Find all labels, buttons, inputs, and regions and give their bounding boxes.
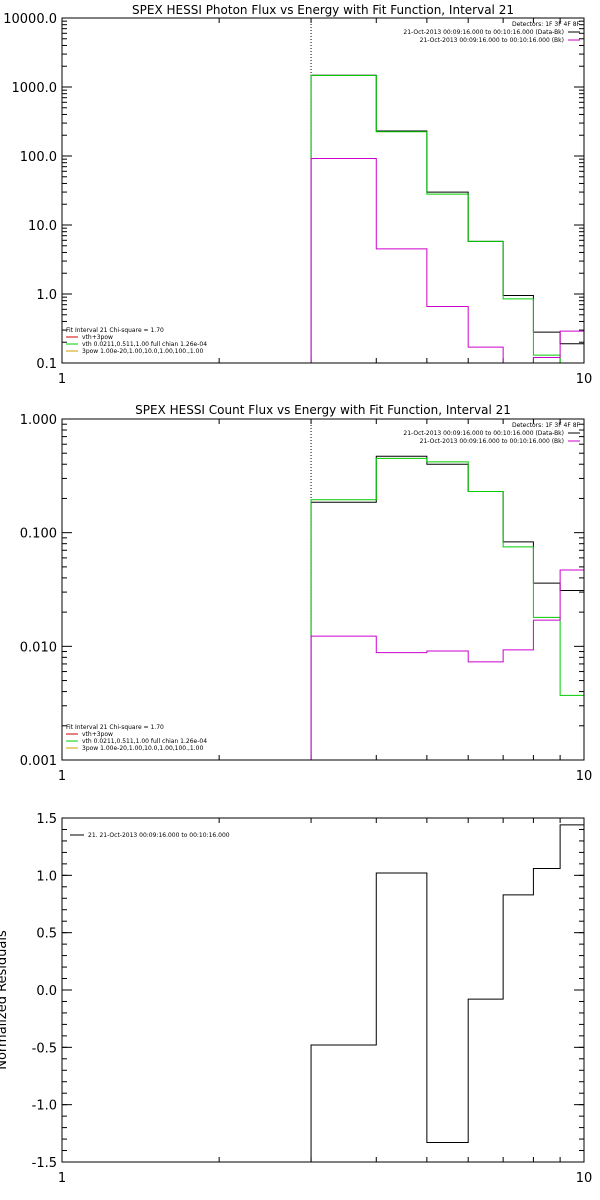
plot-frame — [61, 418, 585, 761]
series-fit — [310, 74, 584, 363]
y-tick-label: 0.100 — [20, 527, 57, 542]
series-background — [310, 157, 584, 363]
y-tick-label: 10.0 — [28, 219, 57, 234]
legend-header: Fit Interval 21 Chi-square = 1.70 — [66, 724, 164, 731]
series-residual — [310, 824, 584, 1162]
x-tick-label: 1 — [58, 1171, 66, 1186]
y-axis-label: Normalized Residuals — [0, 930, 10, 1070]
y-tick-label: 1.0 — [36, 869, 57, 884]
y-tick-label: 0.1 — [36, 357, 57, 372]
plot-frame — [61, 17, 585, 364]
series-data — [310, 74, 584, 363]
y-tick-label: 100.0 — [20, 150, 57, 165]
y-tick-label: 1.5 — [36, 812, 57, 827]
legend-top-left: 21. 21-Oct-2013 00:09:16.000 to 00:10:16… — [70, 832, 230, 839]
y-tick-label: 1000.0 — [12, 81, 58, 96]
x-tick-label: 1 — [58, 372, 66, 387]
plot-area — [310, 455, 584, 760]
legend-entry: 21. 21-Oct-2013 00:09:16.000 to 00:10:16… — [88, 832, 230, 839]
legend-bottom-left: Fit Interval 21 Chi-square = 1.70vth+3po… — [66, 724, 207, 752]
chart-residuals: 1 10 -1.5 -1.0 -0.5 0.0 0.5 1.0 1.5 Normalized Re… — [0, 812, 592, 1186]
y-tick-label: 10000.0 — [3, 12, 57, 27]
series-data — [310, 455, 584, 760]
legend-entry: 21-Oct-2013 00:09:16.000 to 00:10:16.000… — [403, 430, 564, 437]
x-tick-label: 10 — [576, 1171, 593, 1186]
plot-frame — [61, 817, 585, 1163]
legend-entry: 21-Oct-2013 00:09:16.000 to 00:10:16.000… — [403, 29, 564, 36]
legend-entry: 21-Oct-2013 00:09:16.000 to 00:10:16.000… — [420, 37, 564, 44]
series-background — [310, 569, 584, 760]
legend-header: Detectors: 1F 3F 4F 8F — [512, 422, 581, 429]
plot-area — [310, 824, 584, 1162]
y-tick-label: 1.0 — [36, 288, 57, 303]
y-tick-label: 0.001 — [20, 754, 57, 769]
legend-entry: vth+3pow — [82, 731, 113, 738]
y-tick-label: -1.0 — [32, 1099, 57, 1114]
legend-entry: vth 0.0211,0.511,1.00 full chian 1.26e-0… — [82, 341, 207, 348]
legend-entry: 21-Oct-2013 00:09:16.000 to 00:10:16.000… — [420, 438, 564, 445]
series-fit — [310, 457, 584, 760]
y-tick-label: -1.5 — [32, 1156, 57, 1171]
chart-photon: SPEX HESSI Photon Flux vs Energy with Fi… — [3, 3, 592, 387]
chart-title: SPEX HESSI Count Flux vs Energy with Fit… — [135, 403, 511, 417]
legend-entry: 3pow 1.00e-20,1.00,10.0,1.00,100.,1.00 — [82, 348, 203, 355]
plot-area — [310, 74, 584, 363]
x-tick-label: 10 — [576, 372, 593, 387]
chart-count: SPEX HESSI Count Flux vs Energy with Fit… — [20, 403, 592, 784]
legend-header: Detectors: 1F 3F 4F 8F — [512, 21, 581, 28]
y-tick-label: 0.0 — [36, 984, 57, 999]
legend-entry: vth+3pow — [82, 334, 113, 341]
legend-header: Fit Interval 21 Chi-square = 1.70 — [66, 327, 164, 334]
chart-title: SPEX HESSI Photon Flux vs Energy with Fi… — [132, 3, 514, 17]
y-tick-label: 0.5 — [36, 927, 57, 942]
legend-bottom-left: Fit Interval 21 Chi-square = 1.70vth+3po… — [66, 327, 207, 355]
y-tick-label: 1.000 — [20, 413, 57, 428]
y-tick-label: 0.010 — [20, 640, 57, 655]
legend-entry: 3pow 1.00e-20,1.00,10.0,1.00,100.,1.00 — [82, 745, 203, 752]
y-tick-label: -0.5 — [32, 1041, 57, 1056]
x-tick-label: 1 — [58, 769, 66, 784]
x-tick-label: 10 — [576, 769, 593, 784]
legend-entry: vth 0.0211,0.511,1.00 full chian 1.26e-0… — [82, 738, 207, 745]
